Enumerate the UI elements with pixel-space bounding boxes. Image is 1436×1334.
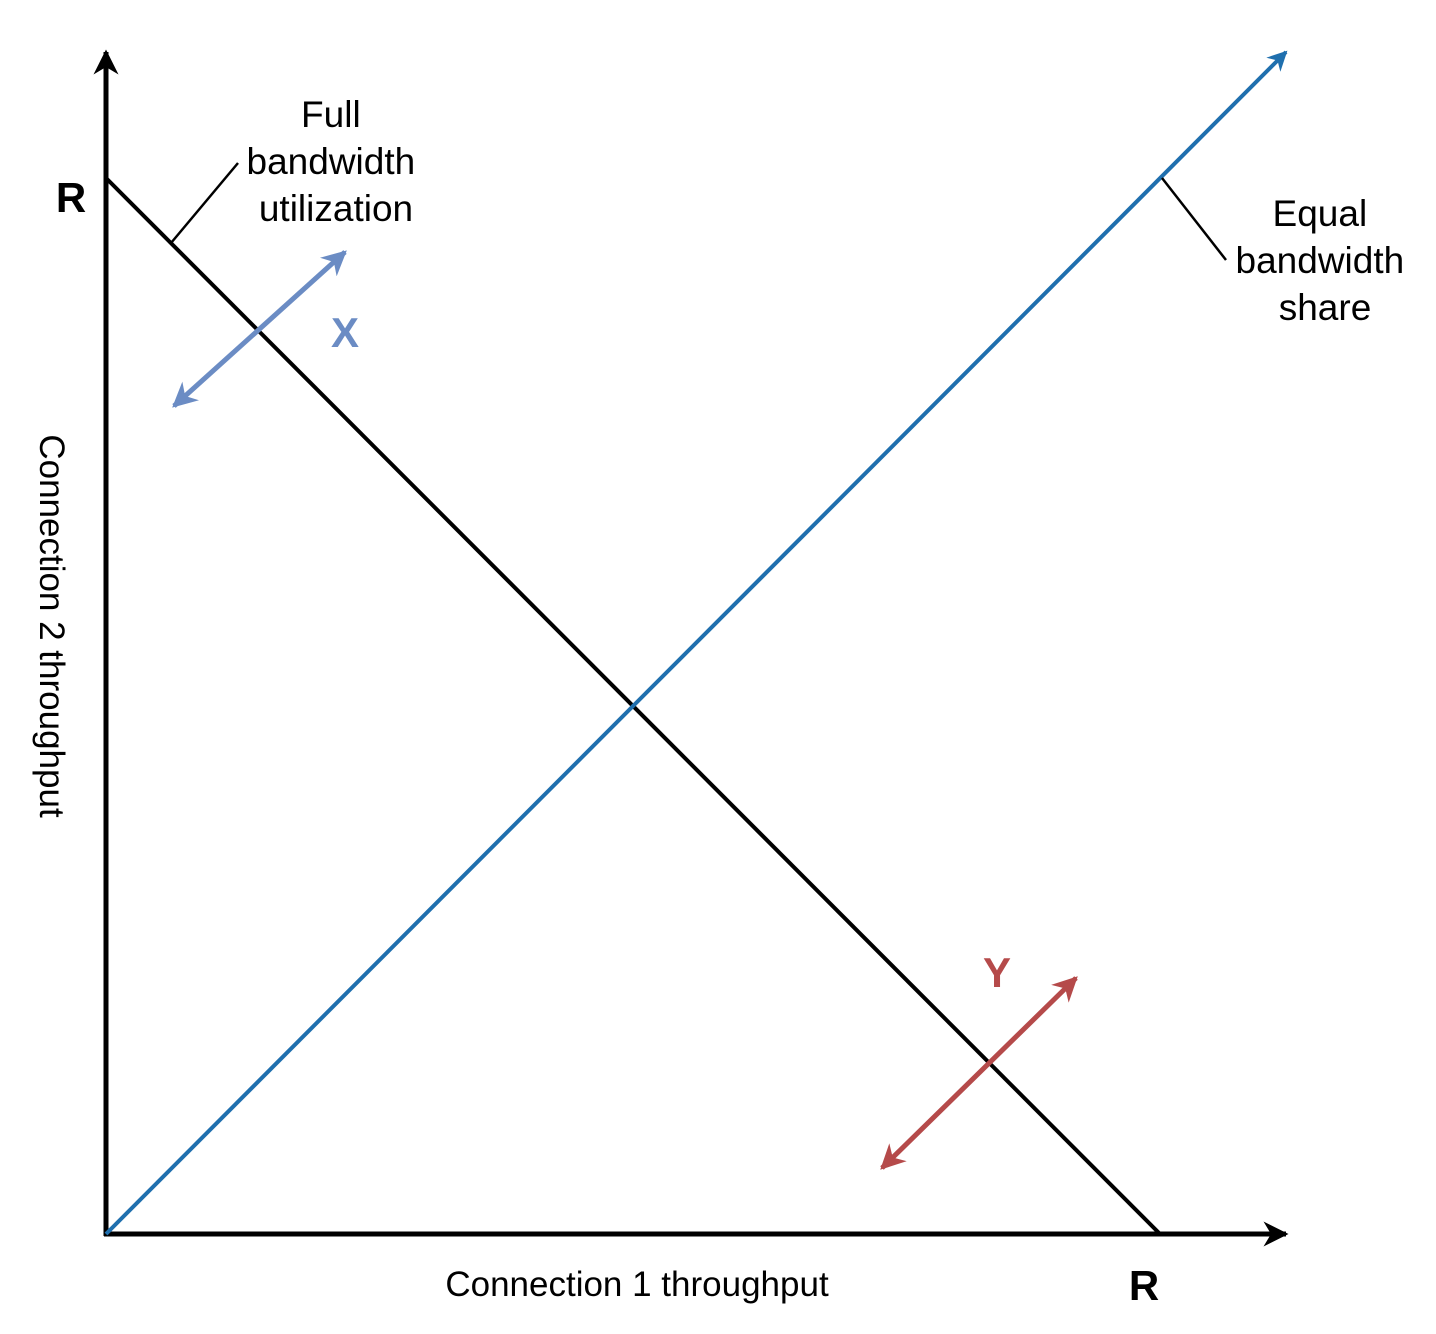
full-bandwidth-line-3: utilization — [259, 188, 413, 229]
y-axis-label: Connection 2 throughput — [32, 434, 71, 818]
arrow-x — [172, 250, 347, 408]
equal-share-line — [104, 50, 1288, 1236]
full-bandwidth-line-2: bandwidth — [247, 141, 416, 182]
full-bandwidth-label: Full bandwidth utilization — [247, 94, 426, 229]
full-utilization-leader — [170, 162, 239, 244]
equal-share-line-2: bandwidth — [1236, 240, 1405, 281]
arrow-y-label: Y — [983, 949, 1011, 996]
y-axis-max-label: R — [56, 174, 86, 221]
equal-share-line-3: share — [1279, 287, 1372, 328]
x-axis-label: Connection 1 throughput — [445, 1265, 829, 1304]
equal-share-label: Equal bandwidth share — [1236, 193, 1415, 328]
equal-share-leader — [1161, 177, 1227, 261]
equal-share-line-1: Equal — [1273, 193, 1368, 234]
x-axis-max-label: R — [1129, 1262, 1159, 1309]
arrow-y — [880, 976, 1078, 1170]
arrow-x-label: X — [331, 309, 359, 356]
full-bandwidth-line-1: Full — [301, 94, 361, 135]
